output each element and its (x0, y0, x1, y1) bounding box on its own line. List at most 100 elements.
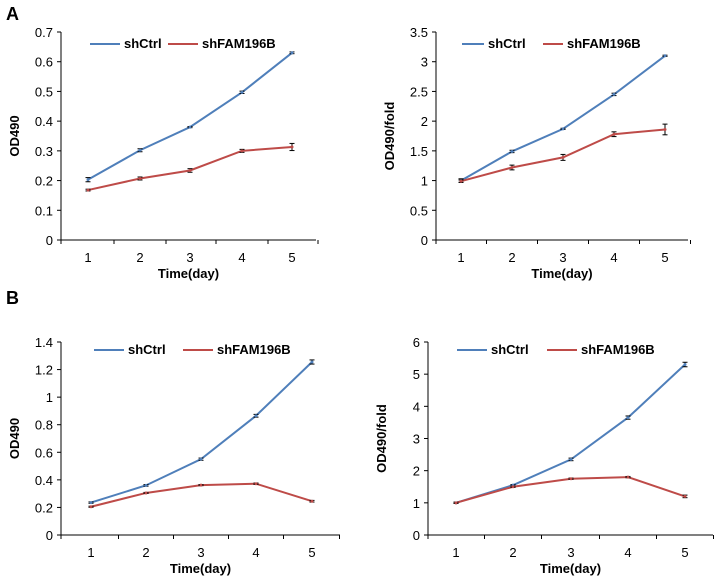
x-tick-label: 2 (136, 250, 143, 265)
x-tick-label: 1 (452, 545, 459, 560)
data-point (240, 149, 244, 153)
y-tick-label: 0.4 (35, 114, 53, 129)
data-point (561, 127, 565, 131)
series-line-shfam196b (455, 476, 686, 504)
y-tick-label: 0.1 (35, 203, 53, 218)
data-point (310, 499, 314, 503)
y-tick-label: 0.7 (35, 25, 53, 40)
series-line-shctrl (90, 361, 313, 504)
data-point (290, 51, 294, 55)
panel-label-a: A (6, 4, 19, 24)
y-tick-label: 5 (413, 367, 420, 382)
y-tick-label: 0.5 (410, 203, 428, 218)
y-tick-label: 3.5 (410, 25, 428, 40)
x-tick-label: 2 (509, 545, 516, 560)
y-tick-label: 1 (46, 390, 53, 405)
data-point (454, 501, 458, 505)
panel-label-b: B (6, 288, 19, 308)
y-tick-label: 2.5 (410, 84, 428, 99)
y-tick-label: 0.3 (35, 144, 53, 159)
data-point (188, 168, 192, 172)
y-tick-label: 0 (46, 528, 53, 543)
x-tick-label: 4 (610, 250, 617, 265)
legend-label: shCtrl (488, 36, 526, 51)
data-point (240, 90, 244, 94)
data-point (459, 179, 463, 183)
y-axis-label: OD490/fold (374, 404, 389, 473)
y-tick-label: 3 (421, 55, 428, 70)
series-line-shctrl (455, 363, 686, 504)
x-tick-label: 2 (142, 545, 149, 560)
y-tick-label: 2 (421, 114, 428, 129)
y-tick-label: 1 (413, 496, 420, 511)
y-tick-label: 0.2 (35, 500, 53, 515)
x-tick-label: 4 (238, 250, 245, 265)
y-tick-label: 1.4 (35, 335, 53, 350)
x-tick-label: 1 (457, 250, 464, 265)
data-point (86, 178, 90, 182)
legend-label: shCtrl (491, 342, 529, 357)
data-point (254, 482, 258, 486)
data-point (138, 176, 142, 180)
x-tick-label: 3 (186, 250, 193, 265)
x-tick-label: 1 (84, 250, 91, 265)
data-point (626, 416, 630, 420)
y-tick-label: 6 (413, 335, 420, 350)
x-tick-label: 5 (308, 545, 315, 560)
y-tick-label: 0 (413, 528, 420, 543)
series-line-shctrl (460, 54, 666, 182)
data-point (612, 92, 616, 96)
x-tick-label: 3 (559, 250, 566, 265)
data-point (510, 165, 514, 169)
data-point (199, 483, 203, 487)
data-point (626, 475, 630, 479)
y-axis-label: OD490 (7, 115, 22, 156)
data-point (310, 360, 314, 364)
y-tick-label: 2 (413, 464, 420, 479)
data-point (561, 155, 565, 159)
x-axis-label: Time(day) (540, 561, 601, 576)
y-tick-label: 0 (46, 233, 53, 248)
data-point (663, 127, 667, 131)
data-point (89, 501, 93, 505)
x-tick-label: 4 (624, 545, 631, 560)
y-tick-label: 4 (413, 399, 420, 414)
legend-label: shCtrl (128, 342, 166, 357)
x-tick-label: 3 (197, 545, 204, 560)
legend-label: shCtrl (124, 36, 162, 51)
data-point (188, 125, 192, 129)
data-point (663, 54, 667, 58)
data-point (254, 414, 258, 418)
x-tick-label: 5 (661, 250, 668, 265)
legend-label: shFAM196B (567, 36, 641, 51)
data-point (89, 505, 93, 509)
y-tick-label: 1.2 (35, 363, 53, 378)
y-tick-label: 0.6 (35, 445, 53, 460)
y-tick-label: 1 (421, 174, 428, 189)
y-tick-label: 0 (421, 233, 428, 248)
data-point (683, 494, 687, 498)
data-point (683, 363, 687, 367)
y-tick-label: 0.5 (35, 84, 53, 99)
series-line-shfam196b (90, 482, 313, 508)
x-axis-label: Time(day) (170, 561, 231, 576)
y-axis-label: OD490 (7, 418, 22, 459)
data-point (144, 483, 148, 487)
data-point (86, 188, 90, 192)
y-tick-label: 3 (413, 432, 420, 447)
legend-label: shFAM196B (217, 342, 291, 357)
x-axis-label: Time(day) (158, 266, 219, 281)
legend-label: shFAM196B (202, 36, 276, 51)
x-tick-label: 4 (252, 545, 259, 560)
data-point (510, 149, 514, 153)
data-point (511, 485, 515, 489)
data-point (569, 457, 573, 461)
data-point (138, 148, 142, 152)
y-tick-label: 0.4 (35, 473, 53, 488)
x-tick-label: 3 (567, 545, 574, 560)
x-axis-label: Time(day) (531, 266, 592, 281)
data-point (290, 145, 294, 149)
legend-label: shFAM196B (581, 342, 655, 357)
data-point (612, 132, 616, 136)
